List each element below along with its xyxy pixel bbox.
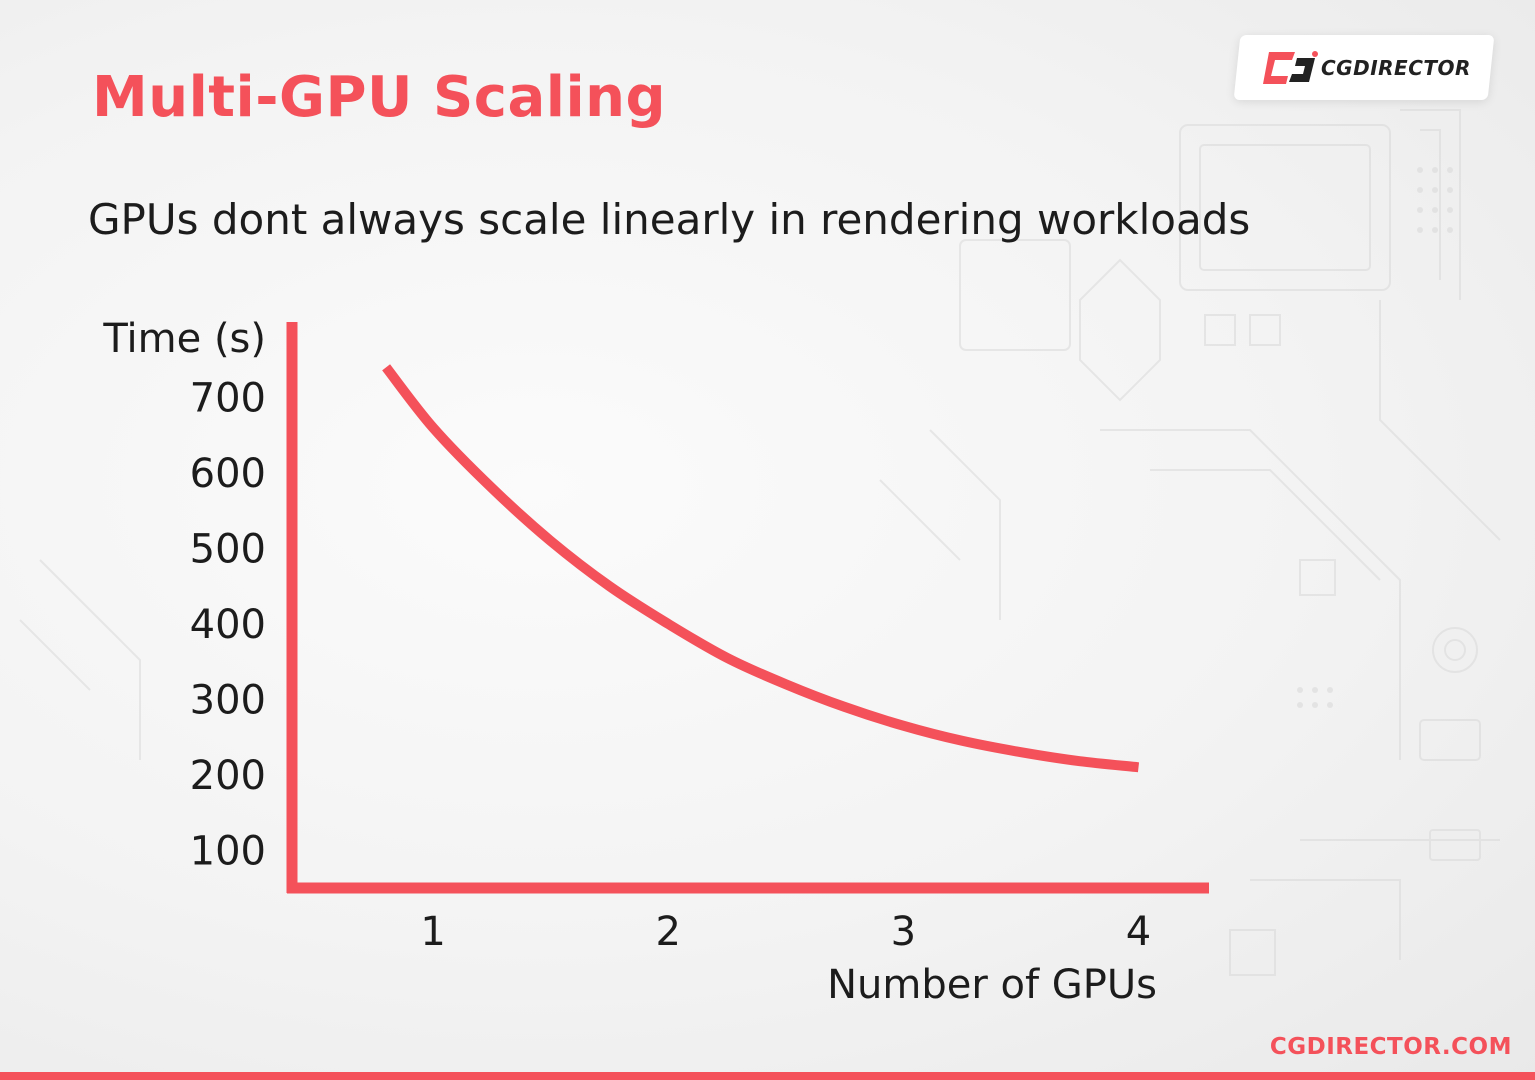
y-tick-label: 200 [190, 753, 266, 799]
y-tick-label: 100 [190, 828, 266, 874]
x-tick-label: 3 [891, 909, 916, 955]
y-tick-labels: 100 200 300 400 500 600 700 [190, 375, 266, 874]
y-axis-label: Time (s) [102, 316, 266, 362]
y-tick-label: 400 [190, 602, 266, 648]
y-tick-label: 600 [190, 451, 266, 497]
x-tick-label: 4 [1126, 909, 1151, 955]
x-tick-label: 1 [420, 909, 445, 955]
footer-accent-bar [0, 1072, 1535, 1080]
y-tick-label: 500 [190, 526, 266, 572]
series-line [382, 364, 1140, 773]
y-tick-label: 700 [190, 375, 266, 421]
x-tick-label: 2 [655, 909, 680, 955]
page-title: Multi-GPU Scaling [92, 65, 667, 130]
cgdirector-logo-icon [1263, 51, 1318, 84]
x-axis-label: Number of GPUs [827, 962, 1157, 1008]
x-tick-labels: 1 2 3 4 [420, 909, 1151, 955]
logo-badge: CGDIRECTOR [1233, 35, 1495, 100]
footer-url: CGDIRECTOR.COM [1269, 1034, 1512, 1060]
page-subtitle: GPUs dont always scale linearly in rende… [88, 195, 1251, 244]
y-tick-label: 300 [190, 677, 266, 723]
